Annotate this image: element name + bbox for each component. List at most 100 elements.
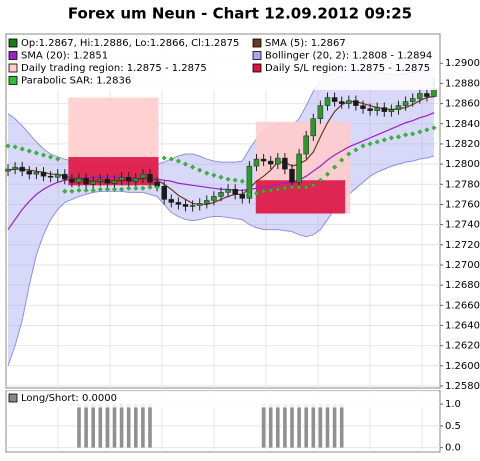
bar [333,404,337,448]
candle-body [119,177,124,180]
candle-body [290,169,295,182]
candle-body [190,205,195,206]
y-tick-label: 1.2600 [445,361,480,372]
candle-body [368,109,373,111]
y-tick-label: 0.5 [445,421,461,432]
y-tick-label: 1.2860 [445,99,480,110]
candle-body [91,181,96,184]
legend-label: SMA (20): 1.2851 [21,51,108,62]
candle-body [55,174,60,177]
legend-swatch [9,394,17,402]
y-tick-label: 1.2900 [445,58,480,69]
candle-body [389,110,394,112]
bar [326,404,330,448]
candle-body [211,196,216,200]
candle-body [77,178,82,182]
y-tick-label: 1.2780 [445,179,480,190]
bar [120,404,124,448]
candle-body [282,158,287,169]
candle-body [34,172,39,174]
bar [269,404,273,448]
candle-body [226,189,231,192]
candle-body [219,192,224,196]
legend-label: Daily trading region: 1.2875 - 1.2875 [21,63,207,74]
candle-body [304,136,309,154]
candle-body [417,94,422,99]
y-tick-label: 1.2880 [445,78,480,89]
candle-body [105,179,110,183]
legend-label: Parabolic SAR: 1.2836 [21,76,131,87]
bar [290,404,294,448]
y-tick-label: 1.2720 [445,240,480,251]
legend-swatch [9,39,17,47]
candle-body [297,154,302,182]
legend-swatch [9,52,17,60]
y-tick-label: 1.0 [445,399,461,410]
bar [141,404,145,448]
candle-body [126,177,131,181]
candle-body [62,174,67,179]
candle-body [140,174,145,178]
bar [99,404,103,448]
legend-label: Daily S/L region: 1.2875 - 1.2875 [265,63,430,74]
candle-body [48,176,53,177]
candle-body [13,167,18,169]
bar [312,404,316,448]
legend-label: Bollinger (20, 2): 1.2808 - 1.2894 [265,51,432,62]
candle-body [318,106,323,119]
legend-label: Long/Short: 0.0000 [21,393,117,404]
candle-body [361,106,366,109]
candle-body [311,119,316,136]
y-tick-label: 1.2680 [445,280,480,291]
candle-body [233,189,238,194]
y-tick-label: 1.2660 [445,300,480,311]
main-panel: 1.25801.26001.26201.26401.26601.26801.27… [6,34,480,392]
bar [77,404,81,448]
bar [91,404,95,448]
legend-swatch [253,52,261,60]
bar [106,404,110,448]
candle-body [183,204,188,206]
candle-body [6,169,11,171]
bar [113,404,117,448]
chart-title: Forex um Neun - Chart 12.09.2012 09:25 [68,5,412,23]
candle-body [20,167,25,171]
candle-body [176,202,181,204]
candle-body [353,101,358,106]
region [256,180,345,213]
bar [134,404,138,448]
candle-body [396,106,401,110]
y-tick-label: 1.2820 [445,139,480,150]
bar [148,404,152,448]
candle-body [169,199,174,202]
candle-body [325,98,330,106]
candle-body [382,108,387,112]
bar [319,404,323,448]
y-tick-label: 1.2620 [445,341,480,352]
bar [262,404,266,448]
candle-body [332,98,337,102]
candle-body [275,158,280,164]
bar [297,404,301,448]
y-tick-label: 1.2760 [445,199,480,210]
candle-body [254,159,259,166]
candle-body [204,200,209,203]
sub-panel: 0.0 0.5 1.0 Long/Short: 0.0000 [6,391,461,454]
legend-label: Op:1.2867, Hi:1.2886, Lo:1.2866, Cl:1.28… [21,38,239,49]
candle-body [346,101,351,104]
candle-body [403,102,408,106]
candle-body [268,161,273,164]
candle-body [27,171,32,174]
bar [304,404,308,448]
y-tick-label: 0.0 [445,443,461,454]
bar [340,404,344,448]
legend-swatch [9,64,17,72]
y-tick-label: 1.2640 [445,320,480,331]
candle-body [84,178,89,184]
candle-body [98,179,103,181]
legend-label: SMA (5): 1.2867 [265,38,346,49]
candle-body [375,108,380,111]
candle-body [339,102,344,104]
candle-body [41,172,46,176]
